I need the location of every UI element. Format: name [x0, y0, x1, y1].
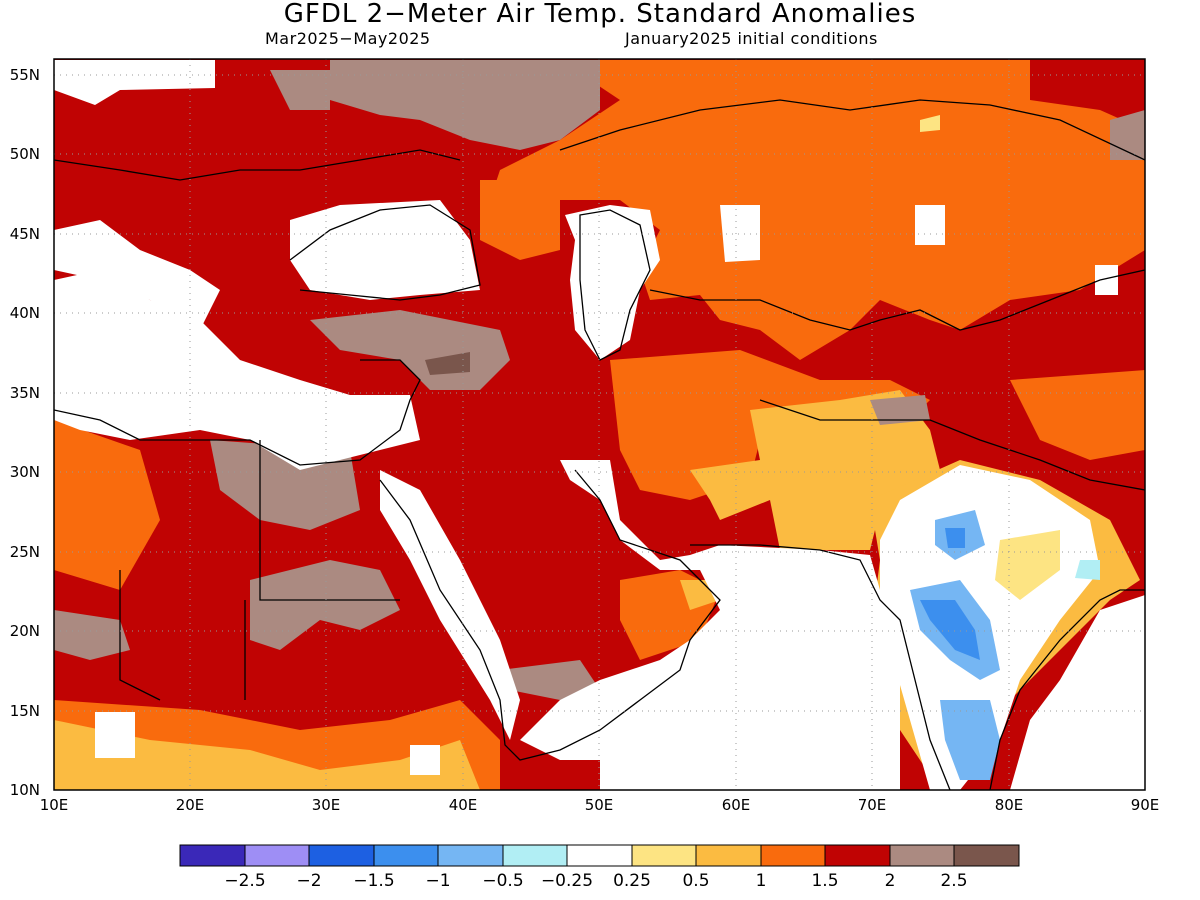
masked-region — [520, 460, 900, 790]
anomaly-region — [54, 420, 160, 590]
colorbar-swatch — [566, 844, 633, 867]
map-frame — [53, 58, 1146, 791]
anomaly-region — [995, 530, 1060, 600]
masked-region — [290, 200, 480, 300]
anomaly-region — [920, 115, 940, 132]
masked-region — [54, 220, 220, 330]
anomaly-region — [940, 700, 1000, 780]
colorbar-label: −0.5 — [482, 871, 523, 891]
y-tick-label: 45N — [10, 225, 40, 243]
colorbar-swatch — [760, 844, 826, 867]
anomaly-region — [54, 720, 480, 790]
anomaly-region — [425, 352, 470, 375]
anomaly-region — [250, 560, 400, 650]
colorbar-swatch — [373, 844, 439, 867]
colorbar-label: 0.25 — [613, 871, 651, 891]
anomaly-region — [920, 600, 980, 660]
anomaly-region — [270, 70, 330, 110]
y-tick-label: 55N — [10, 66, 40, 84]
y-tick-label: 30N — [10, 463, 40, 481]
y-axis: 10N 15N 20N 25N 30N 35N 40N 45N 50N 55N — [10, 66, 40, 799]
colorbar-swatch — [889, 844, 955, 867]
initial-conditions: January2025 initial conditions — [625, 29, 878, 48]
masked-region — [565, 205, 660, 360]
colorbar-label: 2 — [885, 871, 896, 891]
anomaly-region — [945, 528, 965, 548]
colorbar: −2.5 −2 −1.5 −1 −0.5 −0.25 0.25 0.5 1 1.… — [179, 844, 1020, 891]
x-tick-label: 70E — [858, 796, 887, 814]
colorbar-label: 1 — [756, 871, 767, 891]
y-tick-label: 15N — [10, 702, 40, 720]
x-tick-label: 20E — [176, 796, 205, 814]
anomaly-region — [1075, 560, 1100, 580]
colorbar-label: −1.5 — [353, 871, 394, 891]
anomaly-region — [870, 395, 930, 425]
colorbar-label: −2.5 — [224, 871, 265, 891]
y-tick-label: 25N — [10, 543, 40, 561]
colorbar-swatch — [308, 844, 375, 867]
anomaly-region — [330, 60, 600, 150]
masked-region — [915, 205, 945, 245]
x-tick-label: 40E — [449, 796, 478, 814]
x-axis: 10E 20E 30E 40E 50E 60E 70E 80E 90E — [40, 796, 1160, 814]
colorbar-label: −1 — [425, 871, 450, 891]
coastlines — [54, 99, 1145, 790]
colorbar-swatch — [695, 844, 762, 867]
masked-region — [1095, 265, 1118, 295]
masked-region — [720, 205, 760, 262]
masked-region — [54, 60, 215, 105]
colorbar-swatch — [179, 844, 246, 867]
colorbar-label: −0.25 — [541, 871, 593, 891]
anomaly-region — [490, 60, 1145, 360]
colorbar-label: 1.5 — [811, 871, 838, 891]
colorbar-swatch — [631, 844, 697, 867]
forecast-period: Mar2025−May2025 — [265, 29, 431, 48]
anomaly-field — [54, 59, 1145, 790]
colorbar-swatch — [244, 844, 310, 867]
x-tick-label: 10E — [40, 796, 69, 814]
y-tick-label: 10N — [10, 781, 40, 799]
x-tick-label: 50E — [585, 796, 614, 814]
anomaly-region — [480, 180, 560, 260]
anomaly-region — [500, 660, 600, 700]
y-tick-label: 40N — [10, 304, 40, 322]
colorbar-swatch — [824, 844, 891, 867]
masked-region — [1010, 595, 1145, 790]
colorbar-label: 0.5 — [682, 871, 709, 891]
masked-region — [95, 712, 135, 758]
y-tick-label: 50N — [10, 145, 40, 163]
anomaly-region — [1010, 370, 1145, 460]
colorbar-swatch — [953, 844, 1020, 867]
y-tick-label: 35N — [10, 384, 40, 402]
masked-region — [410, 745, 440, 775]
colorbar-label: 2.5 — [940, 871, 967, 891]
x-tick-label: 30E — [312, 796, 341, 814]
masked-region — [54, 270, 420, 470]
x-tick-label: 90E — [1131, 796, 1160, 814]
anomaly-region — [54, 610, 130, 660]
colorbar-swatch — [502, 844, 568, 867]
map-title: GFDL 2−Meter Air Temp. Standard Anomalie… — [283, 0, 917, 29]
colorbar-swatch — [437, 844, 504, 867]
x-tick-label: 80E — [995, 796, 1024, 814]
colorbar-label: −2 — [296, 871, 321, 891]
y-tick-label: 20N — [10, 622, 40, 640]
x-tick-label: 60E — [722, 796, 751, 814]
